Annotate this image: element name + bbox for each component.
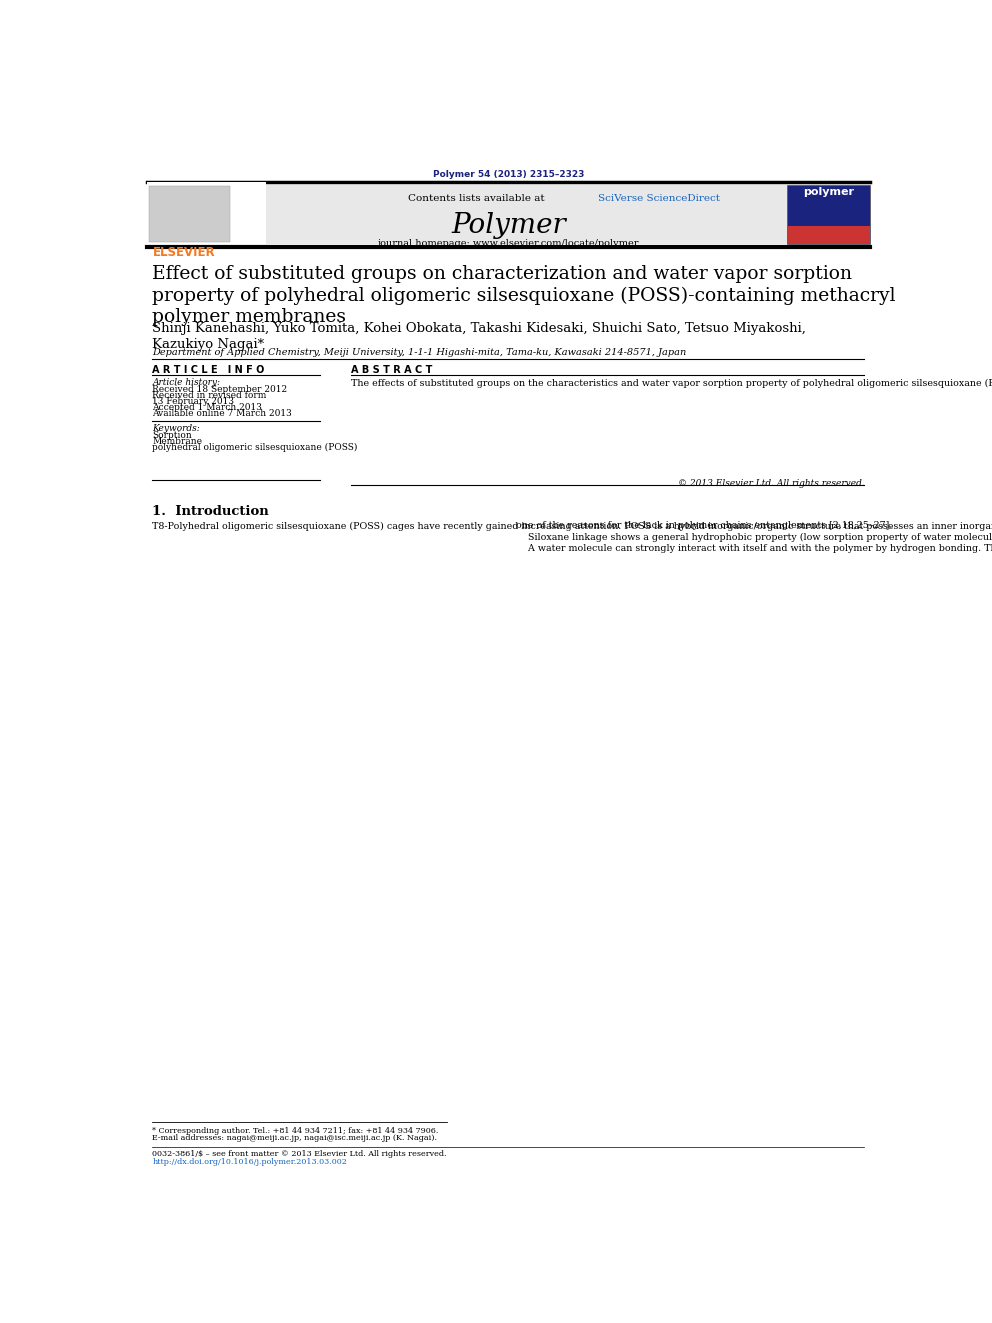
Text: * Corresponding author. Tel.: +81 44 934 7211; fax: +81 44 934 7906.: * Corresponding author. Tel.: +81 44 934… (153, 1127, 438, 1135)
Text: Received in revised form: Received in revised form (153, 392, 267, 400)
Text: 1.  Introduction: 1. Introduction (153, 505, 269, 519)
Text: Accepted 1 March 2013: Accepted 1 March 2013 (153, 404, 262, 413)
Text: Sorption: Sorption (153, 431, 192, 439)
Text: Membrane: Membrane (153, 437, 202, 446)
Text: SciVerse ScienceDirect: SciVerse ScienceDirect (597, 194, 719, 204)
Text: polymer: polymer (803, 188, 854, 197)
Bar (787, 226, 870, 245)
Text: Polymer 54 (2013) 2315–2323: Polymer 54 (2013) 2315–2323 (433, 169, 584, 179)
Text: ELSEVIER: ELSEVIER (153, 246, 216, 259)
Bar (150, 187, 230, 242)
Bar (147, 185, 870, 245)
Text: 0032-3861/$ – see front matter © 2013 Elsevier Ltd. All rights reserved.: 0032-3861/$ – see front matter © 2013 El… (153, 1150, 447, 1158)
Bar (147, 183, 266, 280)
Text: Department of Applied Chemistry, Meiji University, 1-1-1 Higashi-mita, Tama-ku, : Department of Applied Chemistry, Meiji U… (153, 348, 686, 357)
Text: polyhedral oligomeric silsesquioxane (POSS): polyhedral oligomeric silsesquioxane (PO… (153, 443, 358, 452)
Text: http://dx.doi.org/10.1016/j.polymer.2013.03.002: http://dx.doi.org/10.1016/j.polymer.2013… (153, 1158, 347, 1166)
Text: Keywords:: Keywords: (153, 423, 200, 433)
Text: The effects of substituted groups on the characteristics and water vapor sorptio: The effects of substituted groups on the… (351, 378, 992, 388)
Text: Contents lists available at: Contents lists available at (409, 194, 549, 204)
Text: © 2013 Elsevier Ltd. All rights reserved.: © 2013 Elsevier Ltd. All rights reserved… (678, 479, 864, 488)
Text: Available online 7 March 2013: Available online 7 March 2013 (153, 409, 293, 418)
Text: Shinji Kanehashi, Yuko Tomita, Kohei Obokata, Takashi Kidesaki, Shuichi Sato, Te: Shinji Kanehashi, Yuko Tomita, Kohei Obo… (153, 321, 806, 351)
Text: Article history:: Article history: (153, 378, 220, 386)
Text: Effect of substituted groups on characterization and water vapor sorption
proper: Effect of substituted groups on characte… (153, 265, 896, 325)
Text: one of the reasons for the lack in polymer chains entanglements [2,18,25–27].
  : one of the reasons for the lack in polym… (516, 521, 992, 553)
Text: E-mail addresses: nagai@meiji.ac.jp, nagai@isc.meiji.ac.jp (K. Nagai).: E-mail addresses: nagai@meiji.ac.jp, nag… (153, 1134, 437, 1142)
Bar (787, 185, 870, 245)
Text: A R T I C L E   I N F O: A R T I C L E I N F O (153, 365, 265, 374)
Text: Polymer: Polymer (451, 212, 565, 238)
Text: 13 February 2013: 13 February 2013 (153, 397, 234, 406)
Text: T8-Polyhedral oligomeric silsesquioxane (POSS) cages have recently gained increa: T8-Polyhedral oligomeric silsesquioxane … (153, 521, 992, 531)
Text: journal homepage: www.elsevier.com/locate/polymer: journal homepage: www.elsevier.com/locat… (378, 239, 639, 249)
Text: A B S T R A C T: A B S T R A C T (351, 365, 433, 374)
Text: Received 18 September 2012: Received 18 September 2012 (153, 385, 288, 394)
